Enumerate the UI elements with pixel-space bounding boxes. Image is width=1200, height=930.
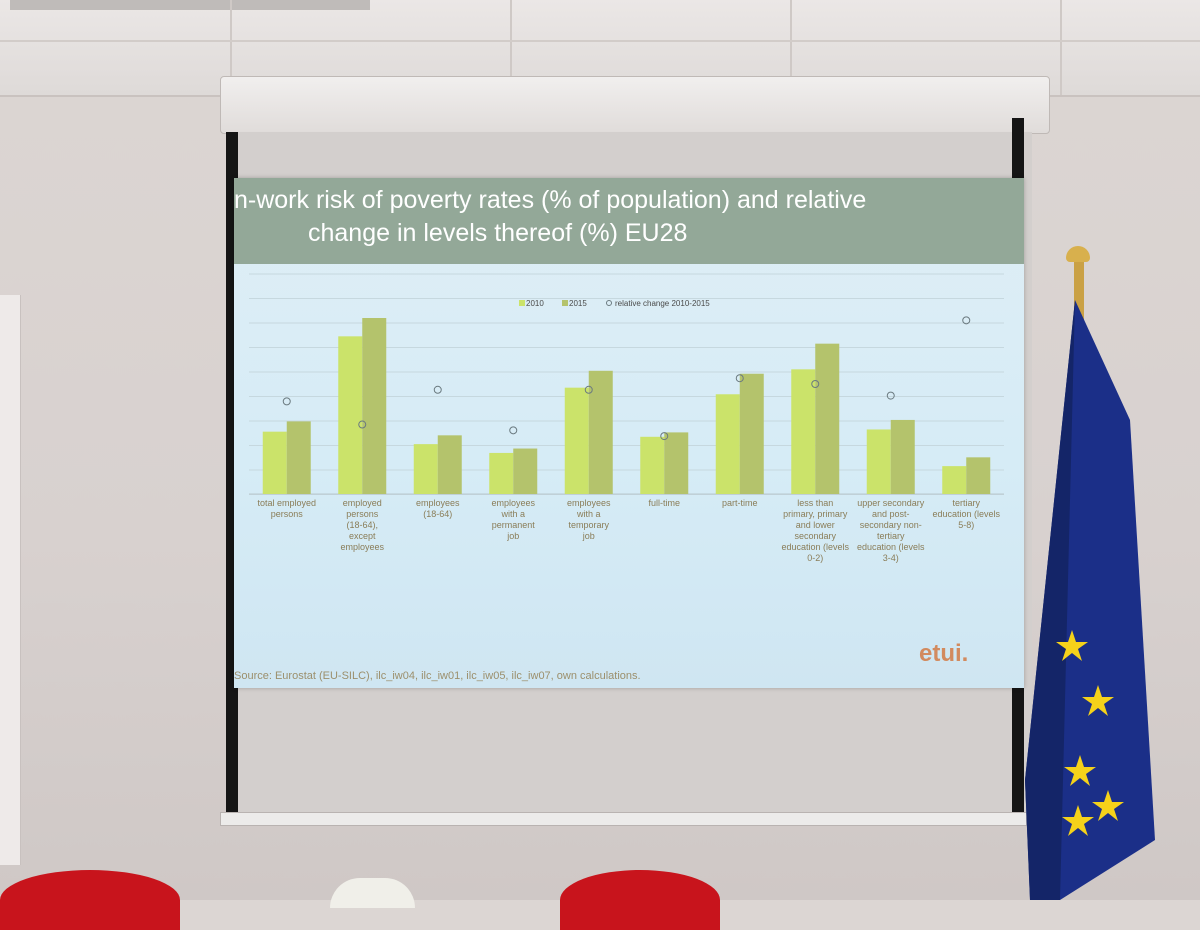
- category-label-1: employed: [343, 498, 382, 508]
- bar-2010-0: [262, 431, 287, 494]
- category-label-4: with a: [576, 509, 601, 519]
- category-label-9: 5-8): [958, 520, 974, 530]
- slide-title-line-2: change in levels thereof (%) EU28: [308, 219, 688, 247]
- bar-2010-1: [338, 336, 363, 494]
- category-label-3: permanent: [492, 520, 536, 530]
- category-label-9: education (levels: [932, 509, 1000, 519]
- category-label-8: upper secondary: [857, 498, 925, 508]
- bar-2015-7: [815, 343, 840, 494]
- legend-label-2010: 2010: [526, 299, 544, 308]
- category-label-1: except: [349, 531, 376, 541]
- category-label-2: employees: [416, 498, 460, 508]
- category-label-8: education (levels: [857, 542, 925, 552]
- category-label-8: tertiary: [877, 531, 905, 541]
- category-label-4: temporary: [568, 520, 609, 530]
- bar-2015-3: [513, 448, 538, 494]
- bar-chart: 2010 2015 relative change 2010-2015 total e…: [249, 273, 1004, 563]
- bar-2010-7: [791, 369, 816, 494]
- bar-2015-9: [966, 457, 991, 494]
- flagpole: [1074, 262, 1084, 322]
- relative-change-marker-0: [282, 397, 291, 406]
- presentation-slide: n-work risk of poverty rates (% of popul…: [234, 178, 1024, 688]
- bar-2015-1: [362, 318, 387, 494]
- category-label-0: persons: [271, 509, 304, 519]
- ceiling-tile-line: [0, 40, 1200, 42]
- relative-change-marker-4: [584, 385, 593, 394]
- legend-marker-relative-change: [606, 300, 612, 306]
- bar-2010-9: [942, 466, 967, 494]
- bar-2010-8: [866, 429, 891, 494]
- category-label-2: (18-64): [423, 509, 452, 519]
- ceiling-light: [10, 0, 370, 10]
- desk: [330, 878, 415, 908]
- flag-stars: [1056, 630, 1124, 836]
- category-label-7: primary, primary: [783, 509, 848, 519]
- category-label-7: and lower: [796, 520, 835, 530]
- bar-2015-6: [739, 373, 764, 494]
- bar-2010-6: [715, 394, 740, 494]
- bar-2015-5: [664, 432, 689, 494]
- category-label-8: and post-: [872, 509, 910, 519]
- relative-change-marker-6: [735, 374, 744, 383]
- category-label-7: less than: [797, 498, 833, 508]
- bar-2010-2: [413, 444, 438, 494]
- bar-2015-2: [437, 435, 462, 494]
- legend-label-relative-change: relative change 2010-2015: [615, 299, 710, 308]
- category-label-9: tertiary: [952, 498, 980, 508]
- category-label-5: full-time: [648, 498, 680, 508]
- bar-2010-3: [489, 452, 514, 494]
- red-chair: [560, 870, 720, 930]
- category-label-3: employees: [491, 498, 535, 508]
- category-label-4: job: [582, 531, 595, 541]
- relative-change-marker-7: [811, 380, 820, 388]
- category-label-8: 3-4): [883, 553, 899, 563]
- bar-2015-4: [588, 370, 613, 494]
- category-label-3: with a: [500, 509, 525, 519]
- category-label-8: secondary non-: [860, 520, 922, 530]
- category-label-1: (18-64),: [346, 520, 378, 530]
- legend-swatch-2010: [519, 300, 525, 306]
- legend-label-2015: 2015: [569, 299, 587, 308]
- category-label-7: secondary: [794, 531, 836, 541]
- relative-change-marker-9: [962, 316, 971, 325]
- ceiling-tile-line: [510, 0, 512, 95]
- slide-source: Source: Eurostat (EU-SILC), ilc_iw04, il…: [234, 670, 641, 682]
- category-label-6: part-time: [722, 498, 758, 508]
- relative-change-marker-8: [886, 391, 895, 400]
- screen-bottom-bar: [220, 812, 1027, 826]
- flagpole-finial: [1066, 246, 1090, 262]
- category-label-7: education (levels: [781, 542, 849, 552]
- relative-change-marker-2: [433, 385, 442, 394]
- slide-header: n-work risk of poverty rates (% of popul…: [234, 178, 1024, 264]
- red-chair: [0, 870, 180, 930]
- bar-2010-5: [640, 436, 665, 494]
- relative-change-marker-3: [509, 426, 518, 435]
- ceiling-tile-line: [1060, 0, 1062, 95]
- bar-2015-8: [890, 419, 915, 494]
- category-label-1: employees: [340, 542, 384, 552]
- whiteboard-edge: [0, 295, 21, 865]
- category-label-3: job: [506, 531, 519, 541]
- ceiling-tile-line: [790, 0, 792, 95]
- relative-change-marker-1: [358, 420, 367, 429]
- eu-flag: [1025, 300, 1155, 900]
- relative-change-marker-5: [660, 432, 669, 441]
- projector-screen-case: [220, 76, 1050, 134]
- slide-title-line-1: n-work risk of poverty rates (% of popul…: [234, 186, 867, 214]
- legend-swatch-2015: [562, 300, 568, 306]
- slide-title: n-work risk of poverty rates (% of popul…: [234, 184, 1024, 250]
- etui-logo: etui.: [919, 640, 969, 667]
- bar-2010-4: [564, 387, 589, 494]
- bar-2015-0: [286, 421, 311, 494]
- category-label-0: total employed: [257, 498, 316, 508]
- category-label-7: 0-2): [807, 553, 823, 563]
- category-label-1: persons: [346, 509, 379, 519]
- ceiling-tile-line: [230, 0, 232, 95]
- category-label-4: employees: [567, 498, 611, 508]
